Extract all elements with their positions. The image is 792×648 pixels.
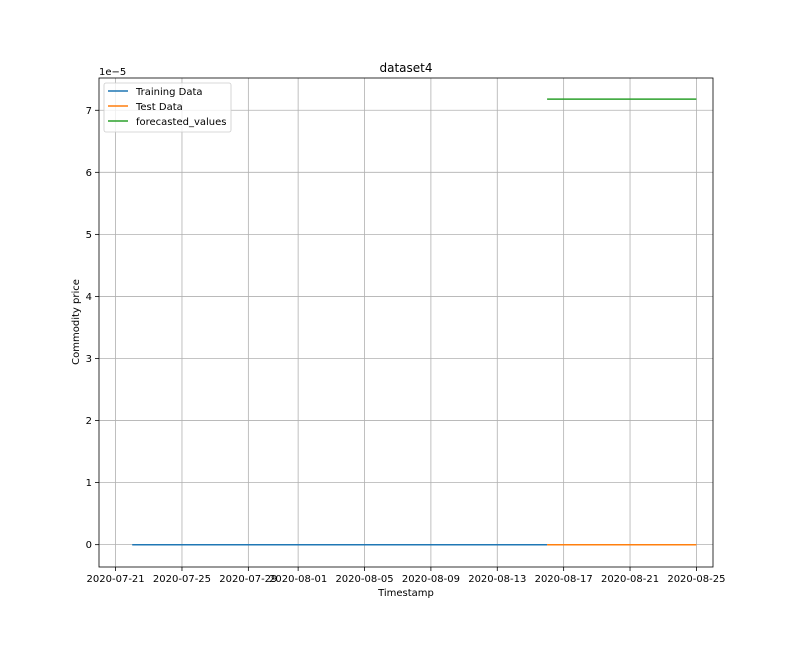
legend: Training Data Test Data forecasted_value… [103, 82, 232, 133]
y-tick-label: 0 [86, 540, 92, 551]
y-tick-label: 3 [86, 354, 92, 365]
y-tick-label: 4 [86, 292, 92, 303]
x-tick-label: 2020-07-25 [153, 574, 211, 585]
axis-ticks: 2020-07-21 2020-07-25 2020-07-292020-08-01… [86, 106, 726, 585]
x-tick-label: 2020-07-21 [87, 574, 145, 585]
plot-frame [98, 77, 714, 568]
x-tick-label: 2020-08-01 [269, 574, 327, 585]
chart-title: dataset4 [379, 61, 432, 75]
x-tick-label: 2020-08-25 [667, 574, 725, 585]
y-tick-label: 2 [86, 416, 92, 427]
legend-label-forecasted-values: forecasted_values [136, 117, 226, 128]
legend-box [103, 82, 232, 133]
x-tick-label: 2020-07-29 [219, 574, 277, 585]
y-axis-label: Commodity price [71, 279, 82, 365]
y-tick-label: 5 [86, 230, 92, 241]
y-axis-offset-text: 1e−5 [99, 67, 126, 78]
y-tick-label: 1 [86, 478, 92, 489]
x-tick-label: 2020-08-13 [468, 574, 526, 585]
x-tick-label: 2020-08-21 [601, 574, 659, 585]
legend-label-test-data: Test Data [135, 102, 183, 113]
x-tick-label: 2020-08-09 [402, 574, 460, 585]
x-tick-label: 2020-08-05 [335, 574, 393, 585]
y-tick-label: 6 [86, 168, 92, 179]
plot-series [132, 98, 697, 546]
x-tick-label: 2020-08-17 [535, 574, 593, 585]
legend-label-training-data: Training Data [135, 87, 203, 98]
y-tick-label: 7 [86, 106, 92, 117]
x-axis-label: Timestamp [377, 588, 434, 599]
